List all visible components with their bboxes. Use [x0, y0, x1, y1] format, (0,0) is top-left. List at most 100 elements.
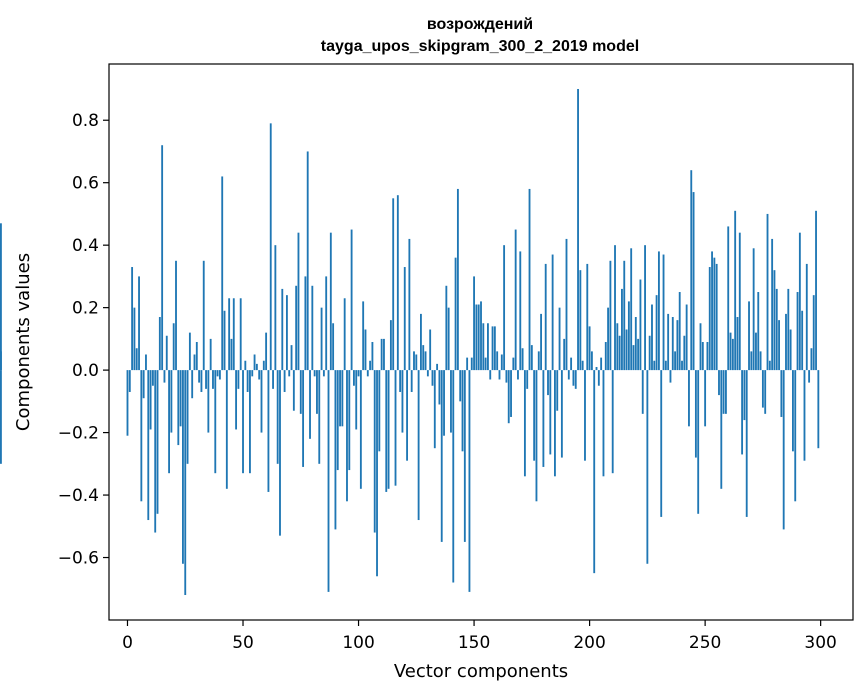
y-axis-ticks: −0.6 −0.4 −0.2 0.0 0.2 0.4 0.6 0.8 — [58, 111, 109, 569]
bar-216 — [625, 329, 628, 371]
bar-109 — [378, 370, 381, 452]
bar-115 — [392, 198, 395, 371]
bar-227 — [651, 304, 653, 371]
bar-22 — [177, 370, 180, 446]
bar-267 — [743, 370, 746, 421]
bar-208 — [607, 307, 610, 371]
bar-8 — [145, 354, 147, 371]
bar-60 — [265, 332, 268, 371]
bar-141 — [452, 370, 455, 583]
bar-287 — [789, 329, 792, 371]
bar-138 — [445, 285, 448, 371]
bar-214 — [621, 288, 623, 371]
bar-152 — [477, 304, 480, 371]
bar-41 — [221, 176, 224, 371]
bar-134 — [436, 363, 439, 371]
bar-254 — [713, 257, 716, 371]
bar-213 — [618, 335, 621, 371]
bar-132 — [431, 370, 434, 386]
bar-151 — [475, 304, 478, 371]
bar-260 — [727, 226, 730, 371]
bar-261 — [729, 332, 732, 371]
bar-177 — [535, 370, 538, 502]
bar-212 — [616, 323, 619, 371]
bar-5 — [138, 276, 140, 371]
bar-233 — [664, 360, 667, 371]
bar-215 — [623, 260, 626, 371]
bar-155 — [484, 357, 487, 371]
bar-107 — [373, 370, 376, 533]
bar-45 — [230, 338, 233, 371]
bar-87 — [327, 370, 330, 592]
bar-253 — [711, 251, 713, 371]
y-tick-label: 0.4 — [72, 236, 99, 256]
bar-1 — [128, 370, 131, 392]
bar-290 — [796, 292, 799, 371]
bar-undefined — [0, 223, 2, 371]
bar-122 — [408, 238, 411, 371]
bar-249 — [701, 342, 704, 371]
bar-20 — [172, 323, 175, 371]
bar-135 — [438, 370, 441, 405]
bar-264 — [736, 317, 739, 371]
bar-275 — [761, 370, 764, 408]
bar-255 — [715, 263, 718, 371]
bar-210 — [611, 370, 614, 474]
bar-217 — [627, 301, 630, 371]
bar-106 — [371, 342, 374, 371]
bar-171 — [521, 348, 524, 371]
bar-221 — [637, 338, 640, 371]
y-tick-label: −0.2 — [58, 424, 99, 444]
bar-146 — [463, 370, 466, 542]
bar-undefined — [0, 370, 2, 464]
bar-76 — [302, 370, 305, 467]
bar-101 — [359, 370, 362, 489]
bar-190 — [565, 238, 568, 371]
bar-256 — [718, 370, 720, 396]
bar-252 — [708, 267, 711, 371]
bar-120 — [403, 267, 406, 371]
bar-163 — [503, 245, 506, 371]
bar-162 — [500, 354, 503, 371]
bar-108 — [376, 370, 378, 577]
x-tick-label: 250 — [689, 633, 721, 653]
bar-19 — [170, 370, 173, 433]
bar-38 — [214, 370, 217, 474]
bar-277 — [766, 213, 769, 371]
bar-36 — [209, 338, 212, 371]
bar-42 — [223, 310, 226, 371]
bar-102 — [362, 301, 365, 371]
bar-238 — [676, 320, 679, 371]
bar-26 — [186, 370, 189, 464]
bar-67 — [281, 288, 284, 371]
bar-199 — [586, 263, 589, 371]
bar-33 — [202, 260, 205, 371]
bar-291 — [798, 232, 801, 371]
bar-27 — [188, 332, 191, 371]
bar-56 — [255, 363, 258, 371]
bar-55 — [253, 354, 256, 371]
bar-296 — [810, 348, 813, 371]
bar-189 — [563, 338, 566, 371]
bar-158 — [491, 326, 494, 371]
bar-86 — [325, 276, 328, 371]
bar-294 — [805, 263, 808, 371]
y-tick-label: 0.2 — [72, 299, 99, 319]
bar-70 — [288, 370, 291, 377]
bar-35 — [207, 370, 210, 433]
bar-52 — [246, 370, 249, 392]
bar-211 — [614, 245, 616, 371]
bar-224 — [644, 245, 646, 371]
bar-170 — [519, 251, 522, 371]
bar-23 — [179, 370, 182, 427]
y-axis-label: Components values — [13, 253, 34, 431]
bar-265 — [738, 232, 741, 371]
bar-149 — [470, 357, 473, 371]
bar-140 — [450, 370, 452, 433]
bar-28 — [191, 370, 194, 399]
x-axis-ticks: 0 50 100 150 200 250 300 — [122, 620, 837, 653]
bar-289 — [794, 370, 797, 502]
bar-79 — [309, 370, 311, 439]
bar-165 — [507, 370, 510, 424]
bar-185 — [554, 370, 556, 477]
